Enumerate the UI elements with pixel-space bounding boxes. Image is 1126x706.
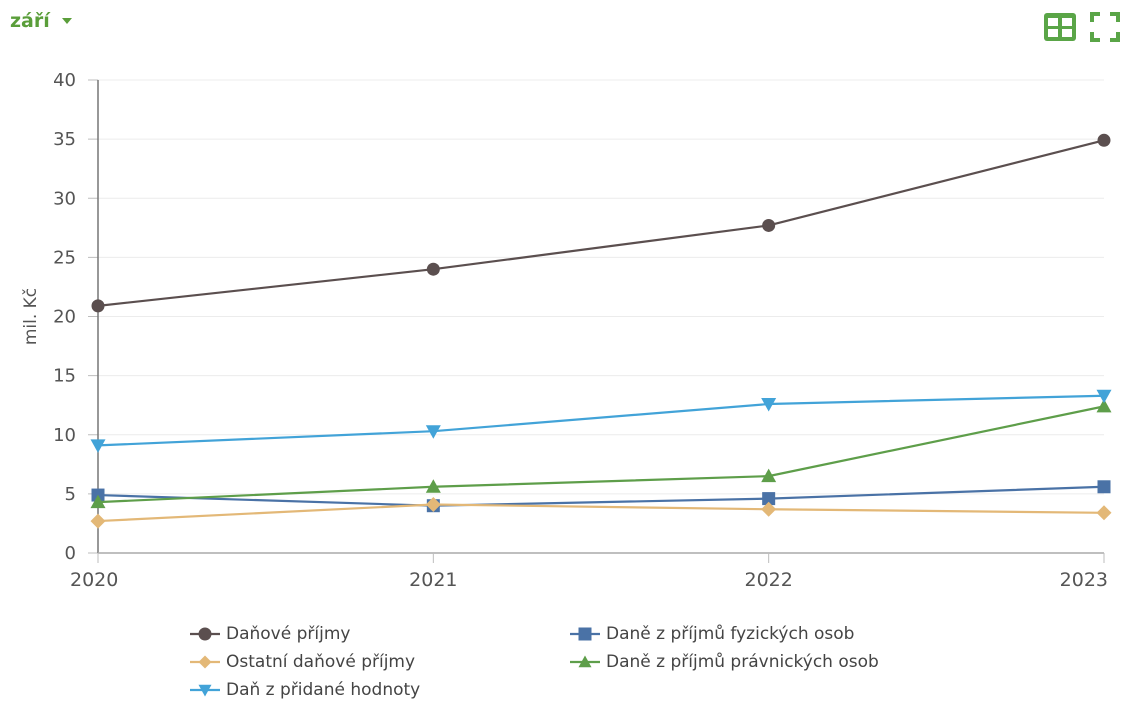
- y-tick-label: 15: [53, 366, 76, 387]
- fullscreen-icon: [1090, 12, 1120, 42]
- legend-swatch: [570, 655, 600, 668]
- legend-swatch: [570, 627, 600, 641]
- chart-legend: Daňové příjmy Daně z příjmů fyzických oso…: [190, 620, 950, 706]
- series-line-0: [97, 139, 1105, 307]
- legend-swatch: [190, 684, 220, 697]
- legend-swatch-marker: [578, 627, 592, 641]
- x-tick-label: 2021: [409, 569, 457, 591]
- data-point: [426, 262, 440, 276]
- fullscreen-button[interactable]: [1088, 10, 1122, 44]
- data-point: [425, 479, 441, 493]
- table-grid-icon: [1044, 13, 1076, 41]
- y-tick-label: 35: [53, 129, 76, 150]
- legend-item[interactable]: Daně z příjmů právnických osob: [570, 648, 950, 676]
- legend-label: Daň z přidané hodnoty: [226, 680, 421, 700]
- legend-swatch: [190, 655, 220, 669]
- data-point: [761, 398, 777, 412]
- legend-item[interactable]: Daň z přidané hodnoty: [190, 676, 570, 704]
- legend-swatch-marker: [198, 627, 212, 641]
- month-dropdown[interactable]: září: [10, 10, 72, 32]
- y-tick-label: 0: [65, 543, 76, 564]
- data-point: [762, 492, 776, 506]
- legend-swatch: [190, 627, 220, 641]
- data-point: [762, 218, 776, 232]
- x-tick-label: 2023: [1060, 569, 1108, 591]
- y-tick-label: 30: [53, 188, 76, 209]
- y-tick-label: 20: [53, 307, 76, 328]
- data-point: [1096, 505, 1112, 521]
- legend-item[interactable]: Ostatní daňové příjmy: [190, 648, 570, 676]
- data-point: [761, 501, 777, 517]
- data-point: [1096, 398, 1112, 413]
- y-tick-label: 40: [53, 70, 76, 91]
- line-chart: 0 5 10 15 20 25 30 35 40 2020 2021 2022 2023 mil. Kč: [21, 70, 1112, 591]
- legend-label: Daňové příjmy: [226, 624, 351, 644]
- table-view-button[interactable]: [1043, 10, 1077, 44]
- legend-swatch-marker: [578, 655, 592, 668]
- legend-item[interactable]: Daňové příjmy: [190, 620, 570, 648]
- data-point: [91, 299, 105, 313]
- data-point: [90, 439, 106, 453]
- x-tick-label: 2020: [70, 569, 118, 591]
- data-point: [1097, 133, 1111, 147]
- chart-toolbar: září: [0, 0, 1126, 50]
- series-line-4: [97, 394, 1105, 447]
- legend-swatch-marker: [198, 655, 212, 669]
- data-point: [1097, 480, 1111, 494]
- y-axis-label: mil. Kč: [21, 288, 41, 345]
- y-tick-label: 25: [53, 247, 76, 268]
- legend-item[interactable]: Daně z příjmů fyzických osob: [570, 620, 950, 648]
- chevron-down-icon: [61, 18, 72, 24]
- y-tick-label: 5: [65, 484, 76, 505]
- data-point: [425, 425, 441, 439]
- legend-label: Daně z příjmů fyzických osob: [606, 624, 855, 644]
- data-point: [90, 513, 106, 529]
- data-point: [1096, 389, 1112, 404]
- series-line-1: [97, 485, 1105, 507]
- legend-swatch-marker: [198, 684, 212, 697]
- data-point: [90, 494, 106, 509]
- y-tick-label: 10: [53, 425, 76, 446]
- legend-label: Ostatní daňové příjmy: [226, 652, 416, 672]
- series-line-2: [97, 503, 1105, 523]
- data-point: [425, 497, 441, 513]
- series-line-3: [97, 405, 1105, 504]
- data-point: [761, 468, 777, 483]
- month-dropdown-label: září: [10, 10, 50, 32]
- legend-label: Daně z příjmů právnických osob: [606, 652, 879, 672]
- x-tick-label: 2022: [744, 569, 792, 591]
